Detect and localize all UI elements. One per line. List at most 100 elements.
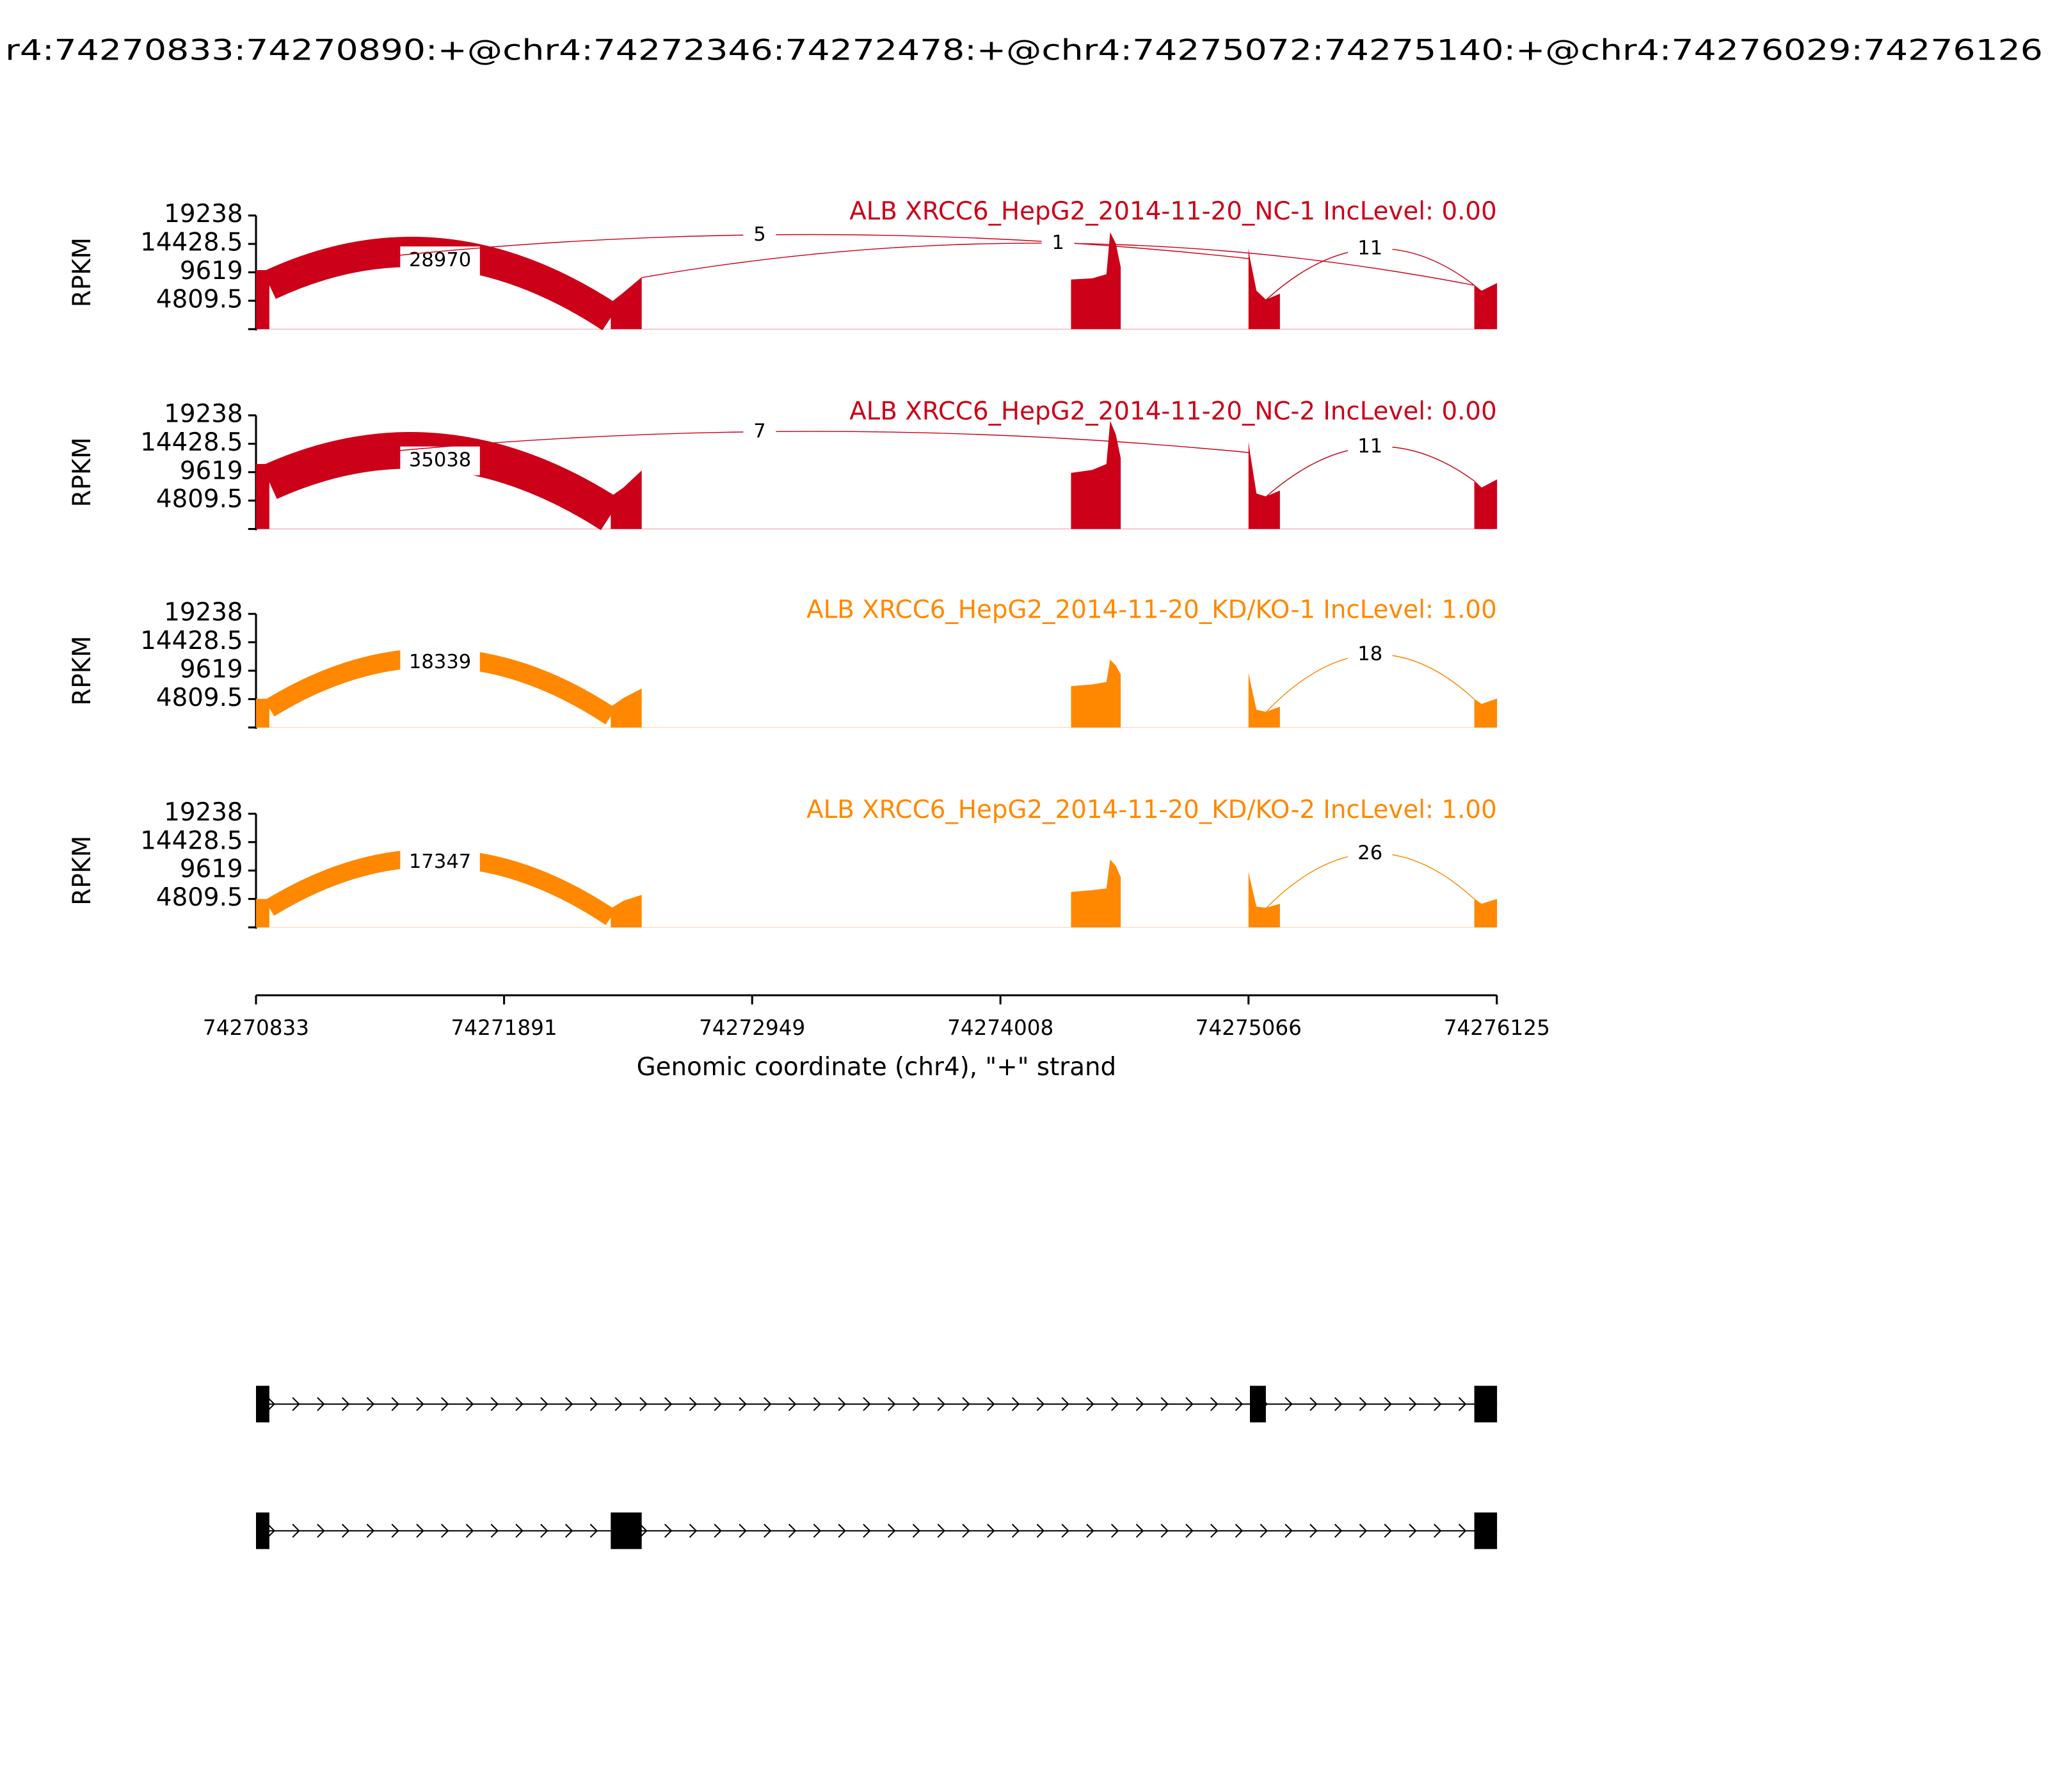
strand-chevron [515,1396,524,1411]
coverage [256,698,269,728]
strand-chevron [589,1396,598,1411]
strand-chevron [863,1523,871,1538]
sample-label: ALB XRCC6_HepG2_2014-11-20_KD/KO-2 IncLe… [806,796,1497,824]
strand-chevron [689,1396,698,1411]
strand-chevron [490,1396,499,1411]
junction-label-box [1348,433,1393,462]
junction-label-box [743,220,776,250]
y-tick-label: 14428.5 [140,826,243,855]
strand-chevron [764,1523,772,1538]
coverage [1474,698,1498,728]
strand-chevron [1036,1523,1045,1538]
strand-chevron [292,1396,300,1411]
strand-chevron [292,1523,300,1538]
exon [256,1386,269,1423]
x-tick-label: 74274008 [947,1016,1053,1040]
strand-chevron [391,1396,399,1411]
strand-chevron [1061,1396,1069,1411]
strand-chevron [714,1396,722,1411]
strand-chevron [639,1523,648,1538]
coverage [611,895,642,927]
strand-chevron [540,1396,548,1411]
y-axis-label: RPKM [68,437,97,507]
junction-label-box [1041,229,1075,258]
strand-chevron [1210,1523,1219,1538]
junction-label-box [743,417,776,447]
strand-chevron [1284,1396,1293,1411]
strand-chevron [1384,1523,1392,1538]
strand-chevron [912,1396,921,1411]
coverage [1071,659,1121,728]
coverage [1071,420,1121,529]
strand-chevron [1185,1523,1194,1538]
x-tick-label: 74271891 [451,1016,557,1040]
strand-chevron [838,1396,846,1411]
strand-chevron [1260,1523,1268,1538]
coverage [256,899,269,927]
strand-chevron [391,1523,399,1538]
junction-label-box [1348,234,1393,264]
chart-title: r4:74270833:74270890:+@chr4:74272346:742… [5,33,2043,67]
junction-count: 35038 [409,449,471,472]
x-tick-label: 74276125 [1444,1016,1550,1040]
coverage [1474,283,1498,330]
x-axis-label: Genomic coordinate (chr4), "+" strand [637,1053,1117,1082]
strand-chevron [564,1523,573,1538]
strand-chevron [937,1396,945,1411]
strand-chevron [589,1523,598,1538]
y-tick-label: 19238 [164,399,243,428]
strand-chevron [515,1523,524,1538]
strand-chevron [1135,1396,1144,1411]
y-tick-label: 9619 [180,257,243,285]
strand-chevron [317,1396,325,1411]
strand-chevron [962,1523,970,1538]
junction-count: 26 [1357,842,1382,864]
y-tick-label: 9619 [180,855,243,884]
coverage [1071,859,1121,927]
strand-chevron [441,1523,449,1538]
y-tick-label: 9619 [180,456,243,485]
strand-chevron [664,1523,673,1538]
junction-count: 5 [753,223,765,246]
x-tick-label: 74275066 [1196,1016,1302,1040]
junction-label-box [1348,839,1393,868]
y-tick-label: 4809.5 [156,485,243,514]
strand-chevron [366,1396,375,1411]
strand-chevron [366,1523,375,1538]
y-tick-label: 19238 [164,798,243,827]
strand-chevron [962,1396,970,1411]
strand-chevron [1235,1396,1244,1411]
strand-chevron [1086,1396,1094,1411]
strand-chevron [1359,1523,1368,1538]
coverage [611,470,642,529]
strand-chevron [441,1396,449,1411]
strand-chevron [764,1396,772,1411]
strand-chevron [739,1396,747,1411]
y-tick-label: 4809.5 [156,285,243,314]
y-tick-label: 4809.5 [156,684,243,712]
strand-chevron [1086,1523,1094,1538]
strand-chevron [813,1523,822,1538]
junction-label-box [400,648,480,677]
strand-chevron [1135,1523,1144,1538]
junction-count: 17347 [409,851,471,873]
y-axis-label: RPKM [68,237,97,307]
strand-chevron [1284,1523,1293,1538]
coverage [256,269,269,330]
junction-count: 7 [753,420,765,442]
strand-chevron [1210,1396,1219,1411]
coverage [1474,479,1498,529]
y-tick-label: 9619 [180,655,243,684]
strand-chevron [888,1396,896,1411]
strand-chevron [788,1523,797,1538]
strand-chevron [1409,1523,1417,1538]
strand-chevron [1334,1523,1343,1538]
strand-chevron [1434,1523,1442,1538]
junction-count: 11 [1357,435,1382,458]
coverage [1474,899,1498,927]
strand-chevron [564,1396,573,1411]
strand-chevron [317,1523,325,1538]
strand-chevron [1111,1523,1119,1538]
x-tick-label: 74270833 [203,1016,309,1040]
